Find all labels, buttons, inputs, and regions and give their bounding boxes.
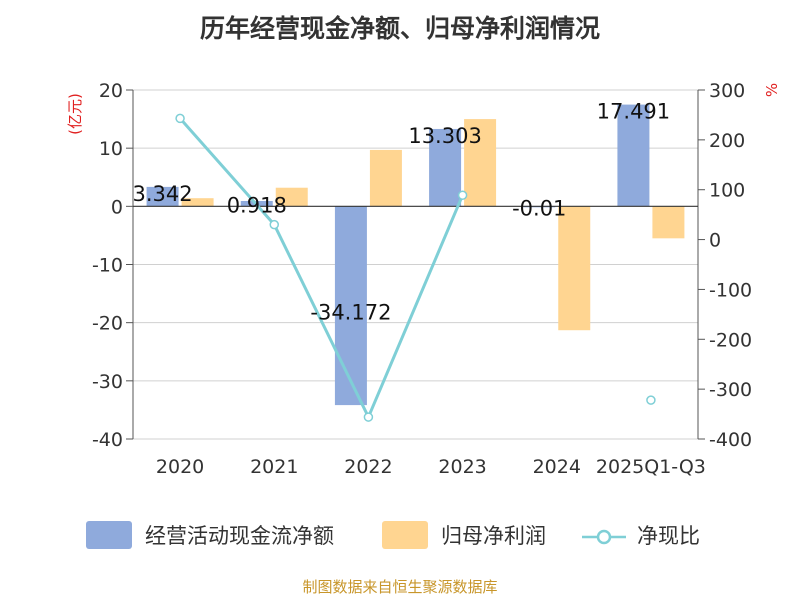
ratio-point [646,395,656,405]
source-note: 制图数据来自恒生聚源数据库 [302,578,497,596]
legend-swatch-cashflow [86,521,132,549]
category-label: 2025Q1-Q3 [596,456,706,478]
chart-title: 历年经营现金净额、归母净利润情况 [200,14,600,43]
cashflow-bar [617,104,650,207]
right-tick-label: 100 [709,180,745,202]
profit-bar [558,206,591,331]
ratio-point [269,219,279,230]
right-tick-label: -200 [709,329,752,351]
legend-label-cashflow: 经营活动现金流净额 [145,524,334,548]
cashflow-bar [334,206,367,406]
bars [146,104,685,406]
cashflow-data-label: 3.342 [133,182,193,206]
category-label: 2020 [156,456,204,478]
legend: 经营活动现金流净额 归母净利润 净现比 [86,521,700,549]
grid [133,89,698,440]
cashflow-data-label: 0.918 [227,193,287,217]
ratio-point [363,412,374,422]
ratio-point [457,190,468,200]
cashflow-data-label: -0.01 [512,196,566,220]
left-tick-label: 10 [99,138,123,160]
legend-label-profit: 归母净利润 [441,524,546,548]
right-axis-unit: % [763,83,781,97]
profit-bar [181,198,214,207]
right-tick-label: 300 [709,80,745,102]
cashflow-data-label: -34.172 [310,301,391,325]
right-tick-label: -400 [709,429,752,451]
legend-swatch-profit [382,521,428,549]
ratio-line [176,114,655,421]
left-tick-label: -20 [92,313,123,335]
legend-marker-ratio [596,529,612,545]
right-tick-label: -300 [709,379,752,401]
cashflow-data-label: 13.303 [408,124,481,148]
profit-bar [369,149,402,207]
category-label: 2023 [438,456,486,478]
category-label: 2021 [250,456,298,478]
profit-bar [275,187,308,207]
data-labels: 3.342 0.918 -34.172 13.303 -0.01 17.491 [133,100,671,325]
left-tick-label: -40 [92,429,123,451]
ratio-point [175,113,185,124]
right-tick-label: 0 [709,230,721,252]
left-tick-label: -10 [92,255,123,277]
right-tick-label: 200 [709,130,745,152]
cashflow-bar [146,186,179,207]
right-tick-label: -100 [709,279,752,301]
legend-label-ratio: 净现比 [637,524,700,548]
profit-bar [464,119,497,207]
left-axis-unit: (亿元) [66,93,84,135]
left-tick-label: 20 [99,80,123,102]
left-tick-label: 0 [111,196,123,218]
category-label: 2024 [533,456,581,478]
cashflow-data-label: 17.491 [597,100,670,124]
axes: 20100-10-20-30-403002001000-100-200-300-… [92,80,752,478]
left-tick-label: -30 [92,371,123,393]
cashflow-bar [429,128,462,207]
category-label: 2022 [344,456,392,478]
profit-bar [652,206,685,239]
